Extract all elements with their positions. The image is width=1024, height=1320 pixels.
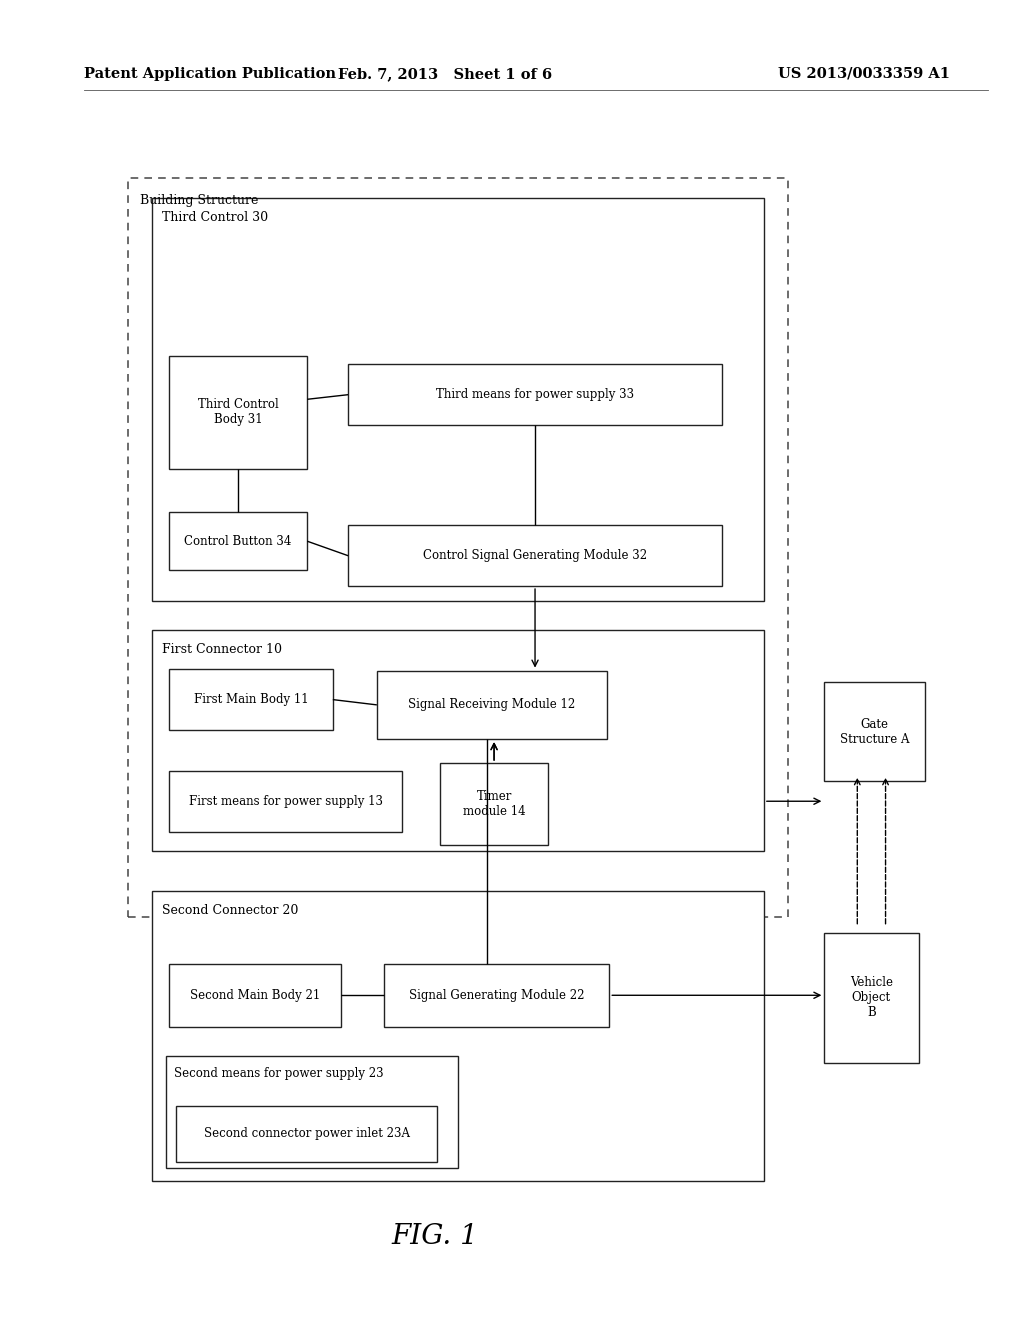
Bar [824, 933, 919, 1063]
Text: Second means for power supply 23: Second means for power supply 23 [174, 1067, 384, 1080]
Bar [152, 891, 764, 1181]
Bar [377, 671, 607, 739]
Text: Control Button 34: Control Button 34 [184, 535, 292, 548]
Bar [384, 964, 609, 1027]
Bar [348, 364, 722, 425]
Text: Vehicle
Object
B: Vehicle Object B [850, 977, 893, 1019]
Bar [169, 356, 307, 469]
Text: Third Control
Body 31: Third Control Body 31 [198, 399, 279, 426]
Bar [440, 763, 548, 845]
Text: Third means for power supply 33: Third means for power supply 33 [436, 388, 634, 401]
Text: FIG. 1: FIG. 1 [392, 1224, 478, 1250]
Bar [152, 198, 764, 601]
Bar [348, 525, 722, 586]
Bar [169, 512, 307, 570]
Bar [128, 178, 788, 917]
Text: Second Main Body 21: Second Main Body 21 [189, 989, 321, 1002]
Bar [169, 771, 402, 832]
Text: Timer
module 14: Timer module 14 [463, 789, 525, 818]
Text: Signal Generating Module 22: Signal Generating Module 22 [409, 989, 585, 1002]
Text: First Main Body 11: First Main Body 11 [194, 693, 308, 706]
Text: Patent Application Publication: Patent Application Publication [84, 67, 336, 81]
Text: Building Structure: Building Structure [140, 194, 259, 207]
Bar [169, 964, 341, 1027]
Text: First Connector 10: First Connector 10 [162, 643, 282, 656]
Text: First means for power supply 13: First means for power supply 13 [188, 795, 383, 808]
Text: Third Control 30: Third Control 30 [162, 211, 268, 224]
Text: Second Connector 20: Second Connector 20 [162, 904, 298, 917]
Bar [176, 1106, 437, 1162]
Bar [169, 669, 333, 730]
Bar [824, 682, 925, 781]
Text: US 2013/0033359 A1: US 2013/0033359 A1 [778, 67, 950, 81]
Text: Feb. 7, 2013   Sheet 1 of 6: Feb. 7, 2013 Sheet 1 of 6 [338, 67, 553, 81]
Bar [152, 630, 764, 851]
Text: Gate
Structure A: Gate Structure A [840, 718, 909, 746]
Text: Second connector power inlet 23A: Second connector power inlet 23A [204, 1127, 410, 1140]
Bar [166, 1056, 458, 1168]
Text: Signal Receiving Module 12: Signal Receiving Module 12 [409, 698, 575, 711]
Text: Control Signal Generating Module 32: Control Signal Generating Module 32 [423, 549, 647, 562]
